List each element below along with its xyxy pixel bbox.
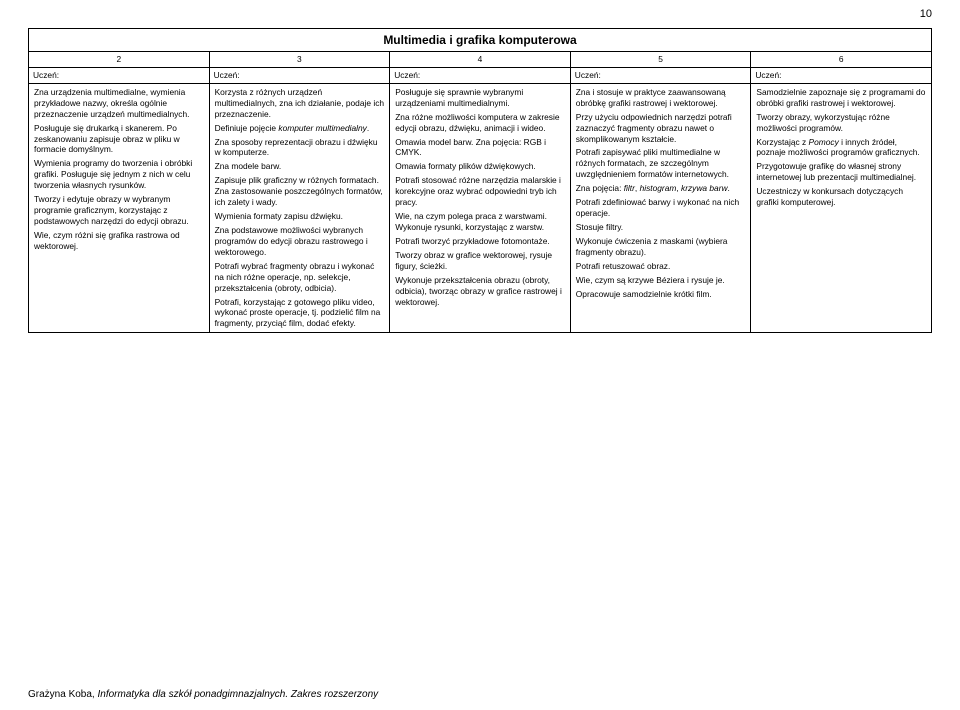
paragraph: Posługuje się drukarką i skanerem. Po ze… [34,123,204,156]
paragraph: Zna różne możliwości komputera w zakresi… [395,112,565,134]
cell-col-4: Posługuje się sprawnie wybranymi urządze… [390,83,571,332]
col-header: 5 [570,52,751,68]
paragraph: Potrafi zapisywać pliki multimedialne w … [576,147,746,180]
header-row: 2 3 4 5 6 [29,52,932,68]
paragraph: Omawia formaty plików dźwiękowych. [395,161,565,172]
col-header: 2 [29,52,210,68]
paragraph: Potrafi zdefiniować barwy i wykonać na n… [576,197,746,219]
paragraph: Przy użyciu odpowiednich narzędzi potraf… [576,112,746,145]
paragraph: Wymienia programy do tworzenia i obróbki… [34,158,204,191]
paragraph: Tworzy obrazy, wykorzystując różne możli… [756,112,926,134]
paragraph: Zna urządzenia multimedialne, wymienia p… [34,87,204,120]
paragraph: Korzystając z Pomocy i innych źródeł, po… [756,137,926,159]
paragraph: Zna modele barw. [215,161,385,172]
paragraph: Zna sposoby reprezentacji obrazu i dźwię… [215,137,385,159]
footer-author: Grażyna Koba, [28,689,97,700]
content-row: Zna urządzenia multimedialne, wymienia p… [29,83,932,332]
paragraph: Przygotowuje grafikę do własnej strony i… [756,161,926,183]
paragraph: Potrafi wybrać fragmenty obrazu i wykona… [215,261,385,294]
col-subheader: Uczeń: [209,67,390,83]
paragraph: Wykonuje przekształcenia obrazu (obroty,… [395,275,565,308]
paragraph: Samodzielnie zapoznaje się z programami … [756,87,926,109]
main-content: Multimedia i grafika komputerowa 2 3 4 5… [0,0,960,333]
paragraph: Opracowuje samodzielnie krótki film. [576,289,746,300]
paragraph: Posługuje się sprawnie wybranymi urządze… [395,87,565,109]
paragraph: Stosuje filtry. [576,222,746,233]
col-header: 6 [751,52,932,68]
paragraph: Potrafi tworzyć przykładowe fotomontaże. [395,236,565,247]
paragraph: Zapisuje plik graficzny w różnych format… [215,175,385,208]
curriculum-table: 2 3 4 5 6 Uczeń: Uczeń: Uczeń: Uczeń: Uc… [28,51,932,333]
col-header: 3 [209,52,390,68]
paragraph: Tworzy i edytuje obrazy w wybranym progr… [34,194,204,227]
paragraph: Uczestniczy w konkursach dotyczących gra… [756,186,926,208]
cell-col-3: Korzysta z różnych urządzeń multimedialn… [209,83,390,332]
paragraph: Wymienia formaty zapisu dźwięku. [215,211,385,222]
col-subheader: Uczeń: [390,67,571,83]
paragraph: Wie, czym różni się grafika rastrowa od … [34,230,204,252]
col-subheader: Uczeń: [751,67,932,83]
col-subheader: Uczeń: [29,67,210,83]
footer: Grażyna Koba, Informatyka dla szkół pona… [28,689,378,700]
paragraph: Korzysta z różnych urządzeń multimedialn… [215,87,385,120]
paragraph: Wie, na czym polega praca z warstwami. W… [395,211,565,233]
col-subheader: Uczeń: [570,67,751,83]
paragraph: Tworzy obraz w grafice wektorowej, rysuj… [395,250,565,272]
paragraph: Zna i stosuje w praktyce zaawansowaną ob… [576,87,746,109]
paragraph: Potrafi stosować różne narzędzia malarsk… [395,175,565,208]
paragraph: Omawia model barw. Zna pojęcia: RGB i CM… [395,137,565,159]
page-number: 10 [920,8,932,20]
cell-col-5: Zna i stosuje w praktyce zaawansowaną ob… [570,83,751,332]
subheader-row: Uczeń: Uczeń: Uczeń: Uczeń: Uczeń: [29,67,932,83]
paragraph: Definiuje pojęcie komputer multimedialny… [215,123,385,134]
paragraph: Potrafi, korzystając z gotowego pliku vi… [215,297,385,330]
cell-col-6: Samodzielnie zapoznaje się z programami … [751,83,932,332]
cell-col-2: Zna urządzenia multimedialne, wymienia p… [29,83,210,332]
paragraph: Wie, czym są krzywe Béziera i rysuje je. [576,275,746,286]
footer-book-title: Informatyka dla szkół ponadgimnazjalnych… [97,689,378,700]
table-title: Multimedia i grafika komputerowa [28,28,932,51]
paragraph: Potrafi retuszować obraz. [576,261,746,272]
paragraph: Zna pojęcia: filtr, histogram, krzywa ba… [576,183,746,194]
col-header: 4 [390,52,571,68]
paragraph: Zna podstawowe możliwości wybranych prog… [215,225,385,258]
paragraph: Wykonuje ćwiczenia z maskami (wybiera fr… [576,236,746,258]
